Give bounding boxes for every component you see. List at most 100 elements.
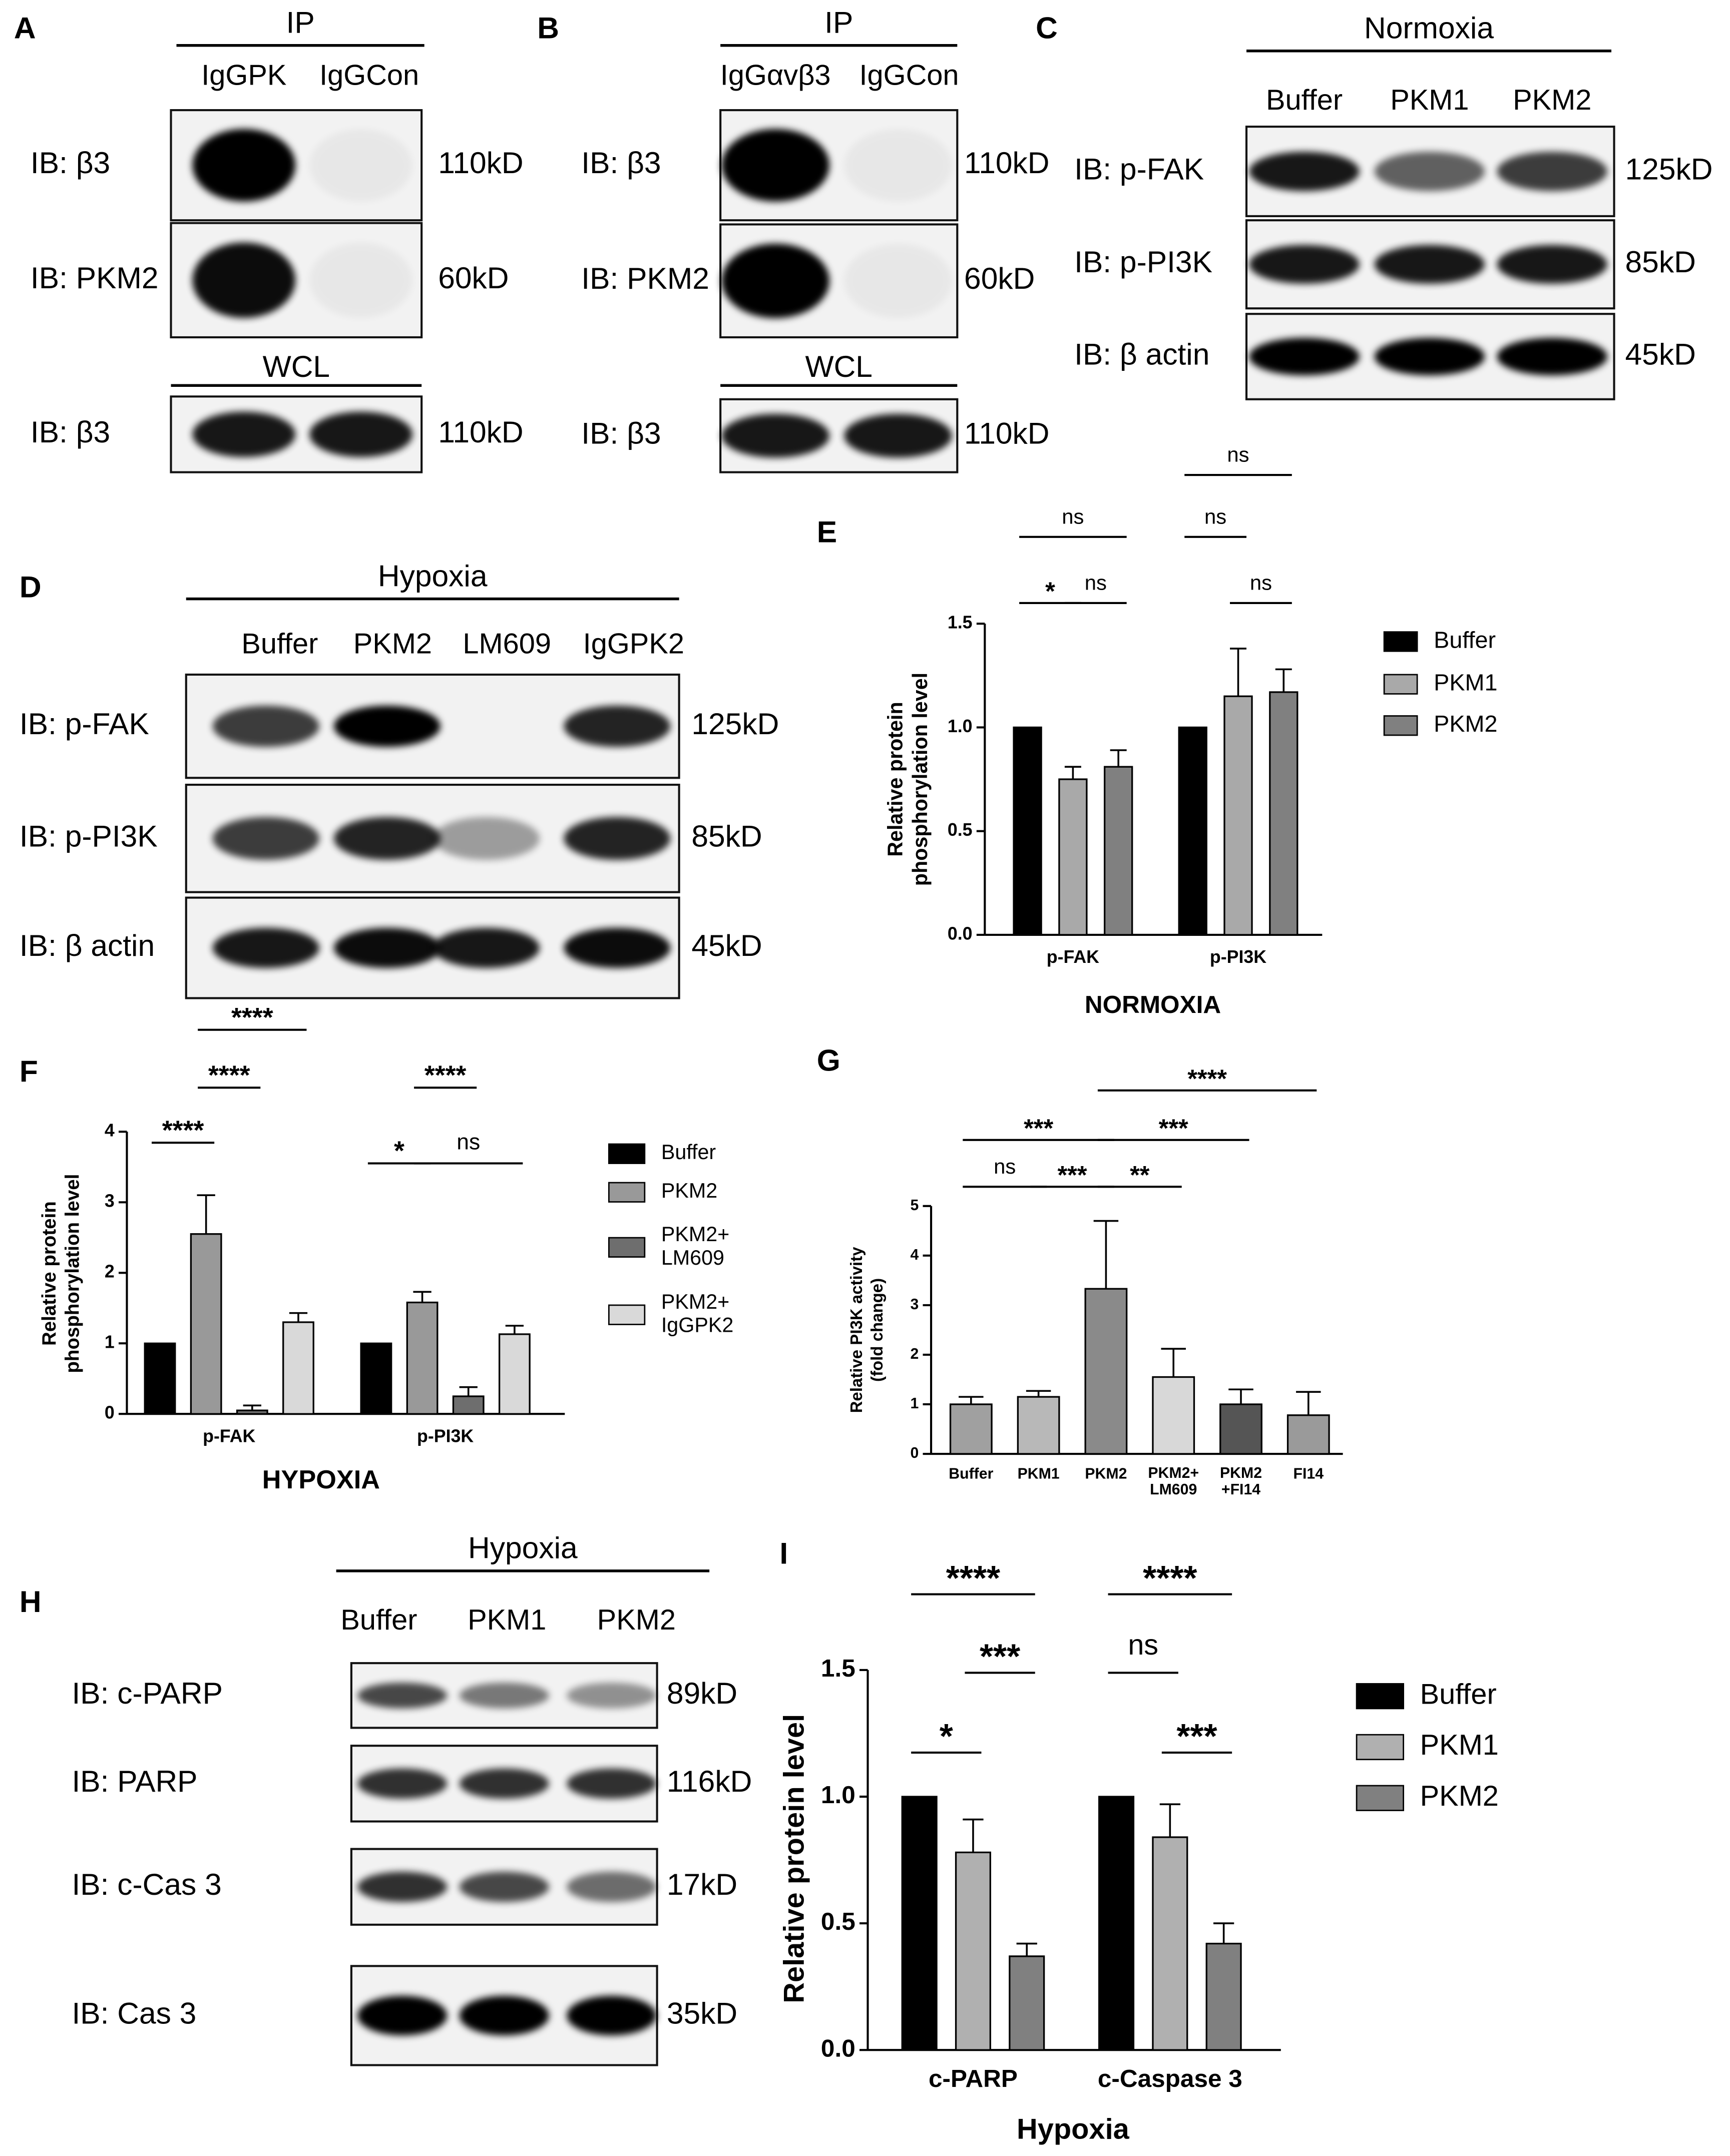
- significance-label: ns: [457, 1130, 480, 1155]
- significance-label: ***: [1024, 1114, 1053, 1142]
- y-tick-label: 1: [105, 1332, 115, 1352]
- legend-swatch: [608, 1143, 646, 1164]
- legend-swatch: [608, 1182, 646, 1203]
- bar: [406, 1301, 439, 1415]
- legend-swatch: [1383, 715, 1418, 736]
- panel-letter: G: [817, 1043, 840, 1077]
- bar: [1219, 1403, 1262, 1455]
- blot-band: [357, 1768, 448, 1799]
- blot-band: [432, 817, 540, 860]
- bar: [1152, 1376, 1195, 1455]
- x-tick-label: PKM2: [1085, 1465, 1127, 1482]
- error-bar: [1110, 749, 1127, 767]
- y-axis-label: Relative protein level: [778, 1714, 810, 2003]
- blot-band: [1497, 152, 1607, 191]
- x-tick-label: p-FAK: [203, 1426, 255, 1446]
- lane-label: IgGCon: [859, 59, 959, 91]
- error-bar: [1159, 1803, 1180, 1837]
- y-tick-label: 5: [910, 1197, 919, 1214]
- y-axis-label: Relative protein phosphorylation level: [884, 673, 932, 886]
- x-tick-label: p-PI3K: [417, 1426, 474, 1446]
- bar: [1009, 1955, 1045, 2051]
- legend-label: PKM2+ IgGPK2: [661, 1290, 733, 1337]
- size-label: 89kD: [667, 1676, 737, 1710]
- blot-band: [192, 242, 296, 318]
- bar: [955, 1851, 991, 2051]
- bar: [360, 1342, 392, 1415]
- size-label: 125kD: [691, 707, 779, 741]
- blot-band: [309, 242, 413, 318]
- panel-letter: E: [817, 514, 837, 549]
- legend-label: Buffer: [1420, 1678, 1497, 1710]
- x-tick-label: PKM2+ LM609: [1148, 1465, 1199, 1498]
- y-tick-label: 0.5: [948, 820, 973, 840]
- x-tick-label: p-PI3K: [1210, 947, 1266, 967]
- blot-band: [333, 817, 441, 860]
- panel-letter: A: [14, 11, 36, 45]
- y-tick-label: 1: [910, 1395, 919, 1412]
- bar: [498, 1333, 531, 1415]
- bar: [901, 1796, 938, 2051]
- error-bar: [289, 1312, 308, 1322]
- blot-band: [567, 1768, 657, 1799]
- probe-label: IB: c-Cas 3: [72, 1867, 221, 1901]
- probe-label: IB: β3: [581, 146, 661, 180]
- probe-label: IB: β3: [31, 146, 110, 180]
- blot-band: [567, 1682, 657, 1709]
- significance-label: ns: [1250, 571, 1272, 595]
- legend-swatch: [1383, 674, 1418, 695]
- probe-label: IB: β actin: [1074, 337, 1209, 371]
- x-axis-label: Hypoxia: [1017, 2113, 1130, 2145]
- significance-label: ns: [1085, 571, 1107, 595]
- blot-band: [1249, 152, 1360, 191]
- blot-band: [721, 243, 829, 318]
- bar: [236, 1409, 268, 1415]
- legend-label: PKM2: [1420, 1780, 1499, 1812]
- blot-band: [567, 1995, 657, 2036]
- blot-header: Hypoxia: [378, 559, 488, 593]
- significance-label: ***: [1159, 1114, 1188, 1142]
- lane-label: PKM1: [468, 1604, 546, 1636]
- probe-label: IB: PKM2: [581, 261, 709, 295]
- lane-label: IgGαvβ3: [720, 59, 831, 91]
- y-tick-label: 0.5: [821, 1908, 855, 1935]
- blot-band: [192, 411, 296, 457]
- bar: [1269, 691, 1299, 936]
- significance-label: ***: [1176, 1717, 1217, 1756]
- size-label: 45kD: [1625, 337, 1696, 371]
- significance-label: ns: [1227, 443, 1249, 466]
- y-tick-label: 4: [910, 1247, 919, 1263]
- error-bar: [959, 1396, 984, 1404]
- size-label: 110kD: [964, 146, 1049, 180]
- bar: [1084, 1288, 1128, 1455]
- size-label: 85kD: [1625, 245, 1696, 279]
- x-tick-label: p-FAK: [1047, 947, 1099, 967]
- lane-label: LM609: [463, 628, 551, 660]
- bar: [452, 1395, 485, 1415]
- size-label: 17kD: [667, 1867, 737, 1901]
- blot-header: WCL: [805, 349, 872, 383]
- panel-letter: F: [20, 1054, 38, 1089]
- blot-band: [333, 705, 441, 747]
- x-tick-label: c-Caspase 3: [1098, 2065, 1242, 2092]
- error-bar: [1026, 1390, 1051, 1397]
- significance-label: ns: [1204, 505, 1226, 528]
- y-tick-label: 1.0: [948, 716, 973, 736]
- probe-label: IB: β3: [581, 416, 661, 450]
- blot-band: [357, 1871, 448, 1902]
- legend-label: Buffer: [661, 1141, 716, 1164]
- x-tick-label: c-PARP: [929, 2065, 1018, 2092]
- lane-label: Buffer: [241, 628, 318, 660]
- legend-label: PKM1: [1420, 1729, 1499, 1761]
- significance-label: *: [394, 1136, 404, 1166]
- error-bar: [1064, 766, 1081, 780]
- size-label: 85kD: [691, 819, 762, 853]
- probe-label: IB: p-PI3K: [1074, 245, 1212, 279]
- size-label: 60kD: [964, 261, 1035, 295]
- blot-header: WCL: [263, 349, 330, 383]
- error-bar: [963, 1818, 984, 1853]
- lane-label: PKM1: [1390, 84, 1469, 116]
- bar: [1098, 1796, 1135, 2051]
